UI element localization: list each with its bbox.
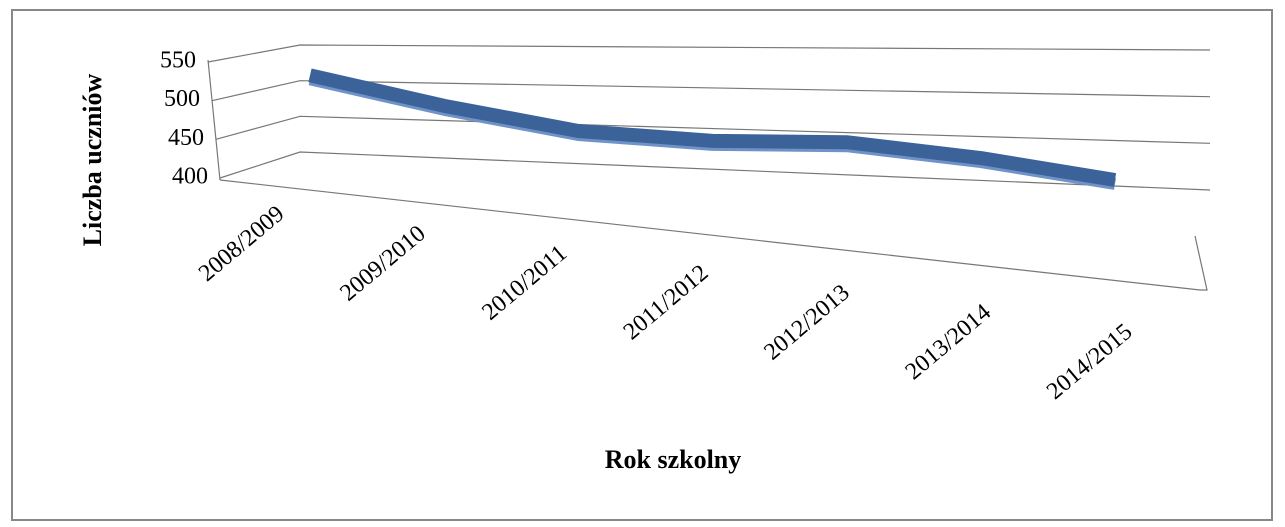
y-axis-title: Liczba uczniów — [78, 73, 107, 246]
y-tick-label: 450 — [168, 125, 204, 151]
x-axis-title: Rok szkolny — [605, 445, 742, 474]
y-axis — [207, 59, 221, 181]
y-tick-label: 400 — [172, 164, 208, 190]
grid-line — [215, 115, 1211, 144]
line — [308, 68, 1117, 187]
y-tick-label: 550 — [160, 48, 196, 74]
grid-line — [211, 80, 1211, 102]
grid-line — [219, 151, 1211, 191]
grid-line — [207, 44, 1211, 63]
y-tick-label: 500 — [164, 86, 200, 112]
floor — [219, 179, 1208, 291]
chart-border — [11, 9, 1273, 521]
